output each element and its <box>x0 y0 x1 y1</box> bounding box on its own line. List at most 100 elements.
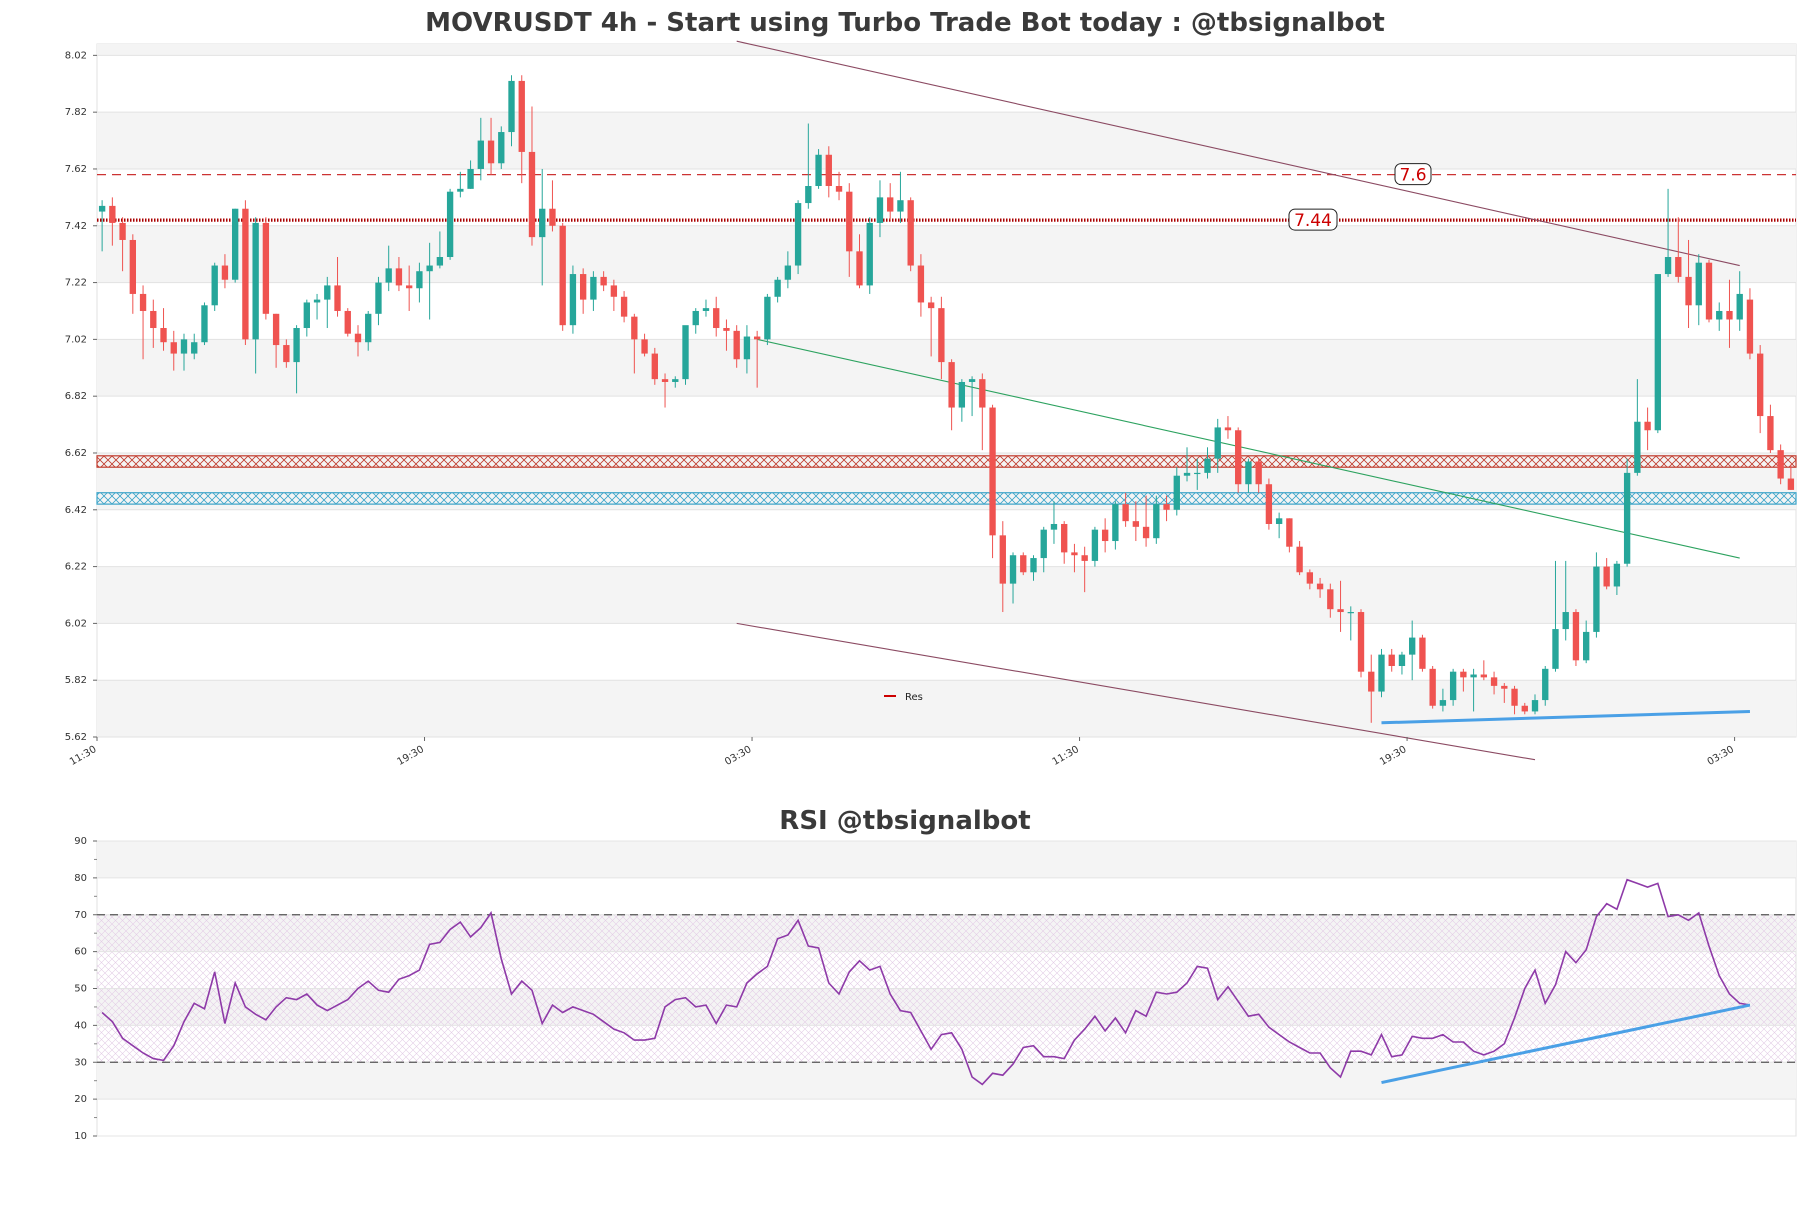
candle-body <box>1306 572 1314 584</box>
price-band <box>97 225 1796 283</box>
candle-body <box>262 222 270 314</box>
candles <box>98 75 1795 723</box>
price-trendlines <box>736 40 1750 761</box>
candle-body <box>1163 504 1170 510</box>
candle-body <box>1081 555 1088 561</box>
price-x-tick-label: 03:30 <box>723 744 753 768</box>
candle-body <box>385 268 392 283</box>
candle-body <box>692 310 699 326</box>
candle-body <box>1009 555 1017 584</box>
candle-body <box>723 328 730 331</box>
candle-body <box>508 80 515 133</box>
candle-body <box>1337 609 1344 613</box>
candle-body <box>856 251 863 286</box>
candle-body <box>1460 671 1467 678</box>
candle-body <box>160 328 167 343</box>
candle-body <box>733 330 740 360</box>
candle-body <box>887 197 894 212</box>
candle-body <box>1142 526 1150 539</box>
price-levels: 7.6 7.44 <box>97 163 1796 231</box>
candle-body <box>324 285 331 300</box>
candle-body <box>1183 472 1191 476</box>
price-y-tick-label: 6.82 <box>65 391 87 402</box>
price-x-tick-label: 03:30 <box>1706 744 1736 768</box>
candle-body <box>927 302 935 309</box>
price-chart-title: MOVRUSDT 4h - Start using Turbo Trade Bo… <box>425 8 1385 38</box>
price-band <box>97 680 1796 737</box>
price-x-tick-label: 11:30 <box>68 744 98 768</box>
candle-body <box>191 342 198 354</box>
candle-body <box>221 265 229 280</box>
trendline-support <box>1381 709 1750 725</box>
candle-body <box>1061 523 1068 553</box>
price-band <box>97 44 1796 56</box>
candle-body <box>242 208 249 340</box>
candle-body <box>1726 310 1733 320</box>
candle-body <box>1101 529 1109 542</box>
candle-body <box>1685 276 1692 306</box>
candle-body <box>979 379 986 408</box>
candle-body <box>1091 529 1099 561</box>
candle-body <box>416 271 423 289</box>
candle-body <box>1235 430 1242 485</box>
candle-body <box>569 274 577 326</box>
candle-body <box>702 308 710 311</box>
candle-body <box>579 274 587 300</box>
candle-body <box>487 140 495 164</box>
price-y-tick-label: 7.42 <box>65 221 87 232</box>
candle-body <box>938 308 945 363</box>
candle-body <box>794 203 802 266</box>
candle-body <box>1746 299 1754 354</box>
candle-body <box>405 285 413 289</box>
candle-body <box>344 310 351 334</box>
candle-body <box>846 191 853 252</box>
price-zones <box>96 455 1797 505</box>
candle-body <box>968 379 976 382</box>
rsi-y-tick-label: 60 <box>74 947 87 958</box>
candle-body <box>835 186 843 192</box>
candle-body <box>1562 612 1569 630</box>
candle-body <box>549 208 556 226</box>
price-y-tick-label: 5.62 <box>65 732 87 743</box>
price-y-tick-label: 8.02 <box>65 50 87 61</box>
candle-body <box>1511 688 1518 706</box>
candle-body <box>764 296 771 340</box>
rsi-y-tick-label: 20 <box>74 1094 87 1105</box>
candle-body <box>365 313 372 343</box>
candle-body <box>1603 566 1610 587</box>
candle-body <box>1214 427 1221 459</box>
candle-body <box>661 379 669 382</box>
candle-body <box>1153 504 1160 539</box>
candle-body <box>1449 671 1457 701</box>
candle-body <box>682 325 689 380</box>
candle-body <box>713 308 720 329</box>
price-x-tick-label: 11:30 <box>1051 744 1081 768</box>
price-y-tick-label: 6.42 <box>65 505 87 516</box>
candle-body <box>467 168 474 189</box>
price-y-tick-label: 7.62 <box>65 164 87 175</box>
candle-body <box>651 353 658 380</box>
candle-body <box>395 268 403 286</box>
price-y-tick-label: 5.82 <box>65 675 87 686</box>
candle-body <box>201 305 208 343</box>
candle-body <box>1275 518 1283 524</box>
candle-body <box>1378 654 1385 692</box>
candle-body <box>98 205 106 212</box>
rsi-y-tick-label: 80 <box>74 873 87 884</box>
candle-body <box>1439 700 1447 706</box>
candle-body <box>1705 262 1713 320</box>
legend-res-label: Res <box>905 692 923 703</box>
candle-body <box>1470 674 1477 678</box>
candle-body <box>917 265 925 303</box>
candle-body <box>1757 353 1764 417</box>
rsi-y-tick-label: 50 <box>74 984 87 995</box>
candle-body <box>1542 668 1549 701</box>
candle-body <box>1347 612 1354 614</box>
candle-body <box>150 310 157 329</box>
candle-body <box>1613 563 1621 587</box>
candle-body <box>1255 461 1262 485</box>
candle-body <box>1050 523 1058 530</box>
rsi-trendline <box>1381 1003 1751 1084</box>
candle-body <box>1030 558 1037 573</box>
